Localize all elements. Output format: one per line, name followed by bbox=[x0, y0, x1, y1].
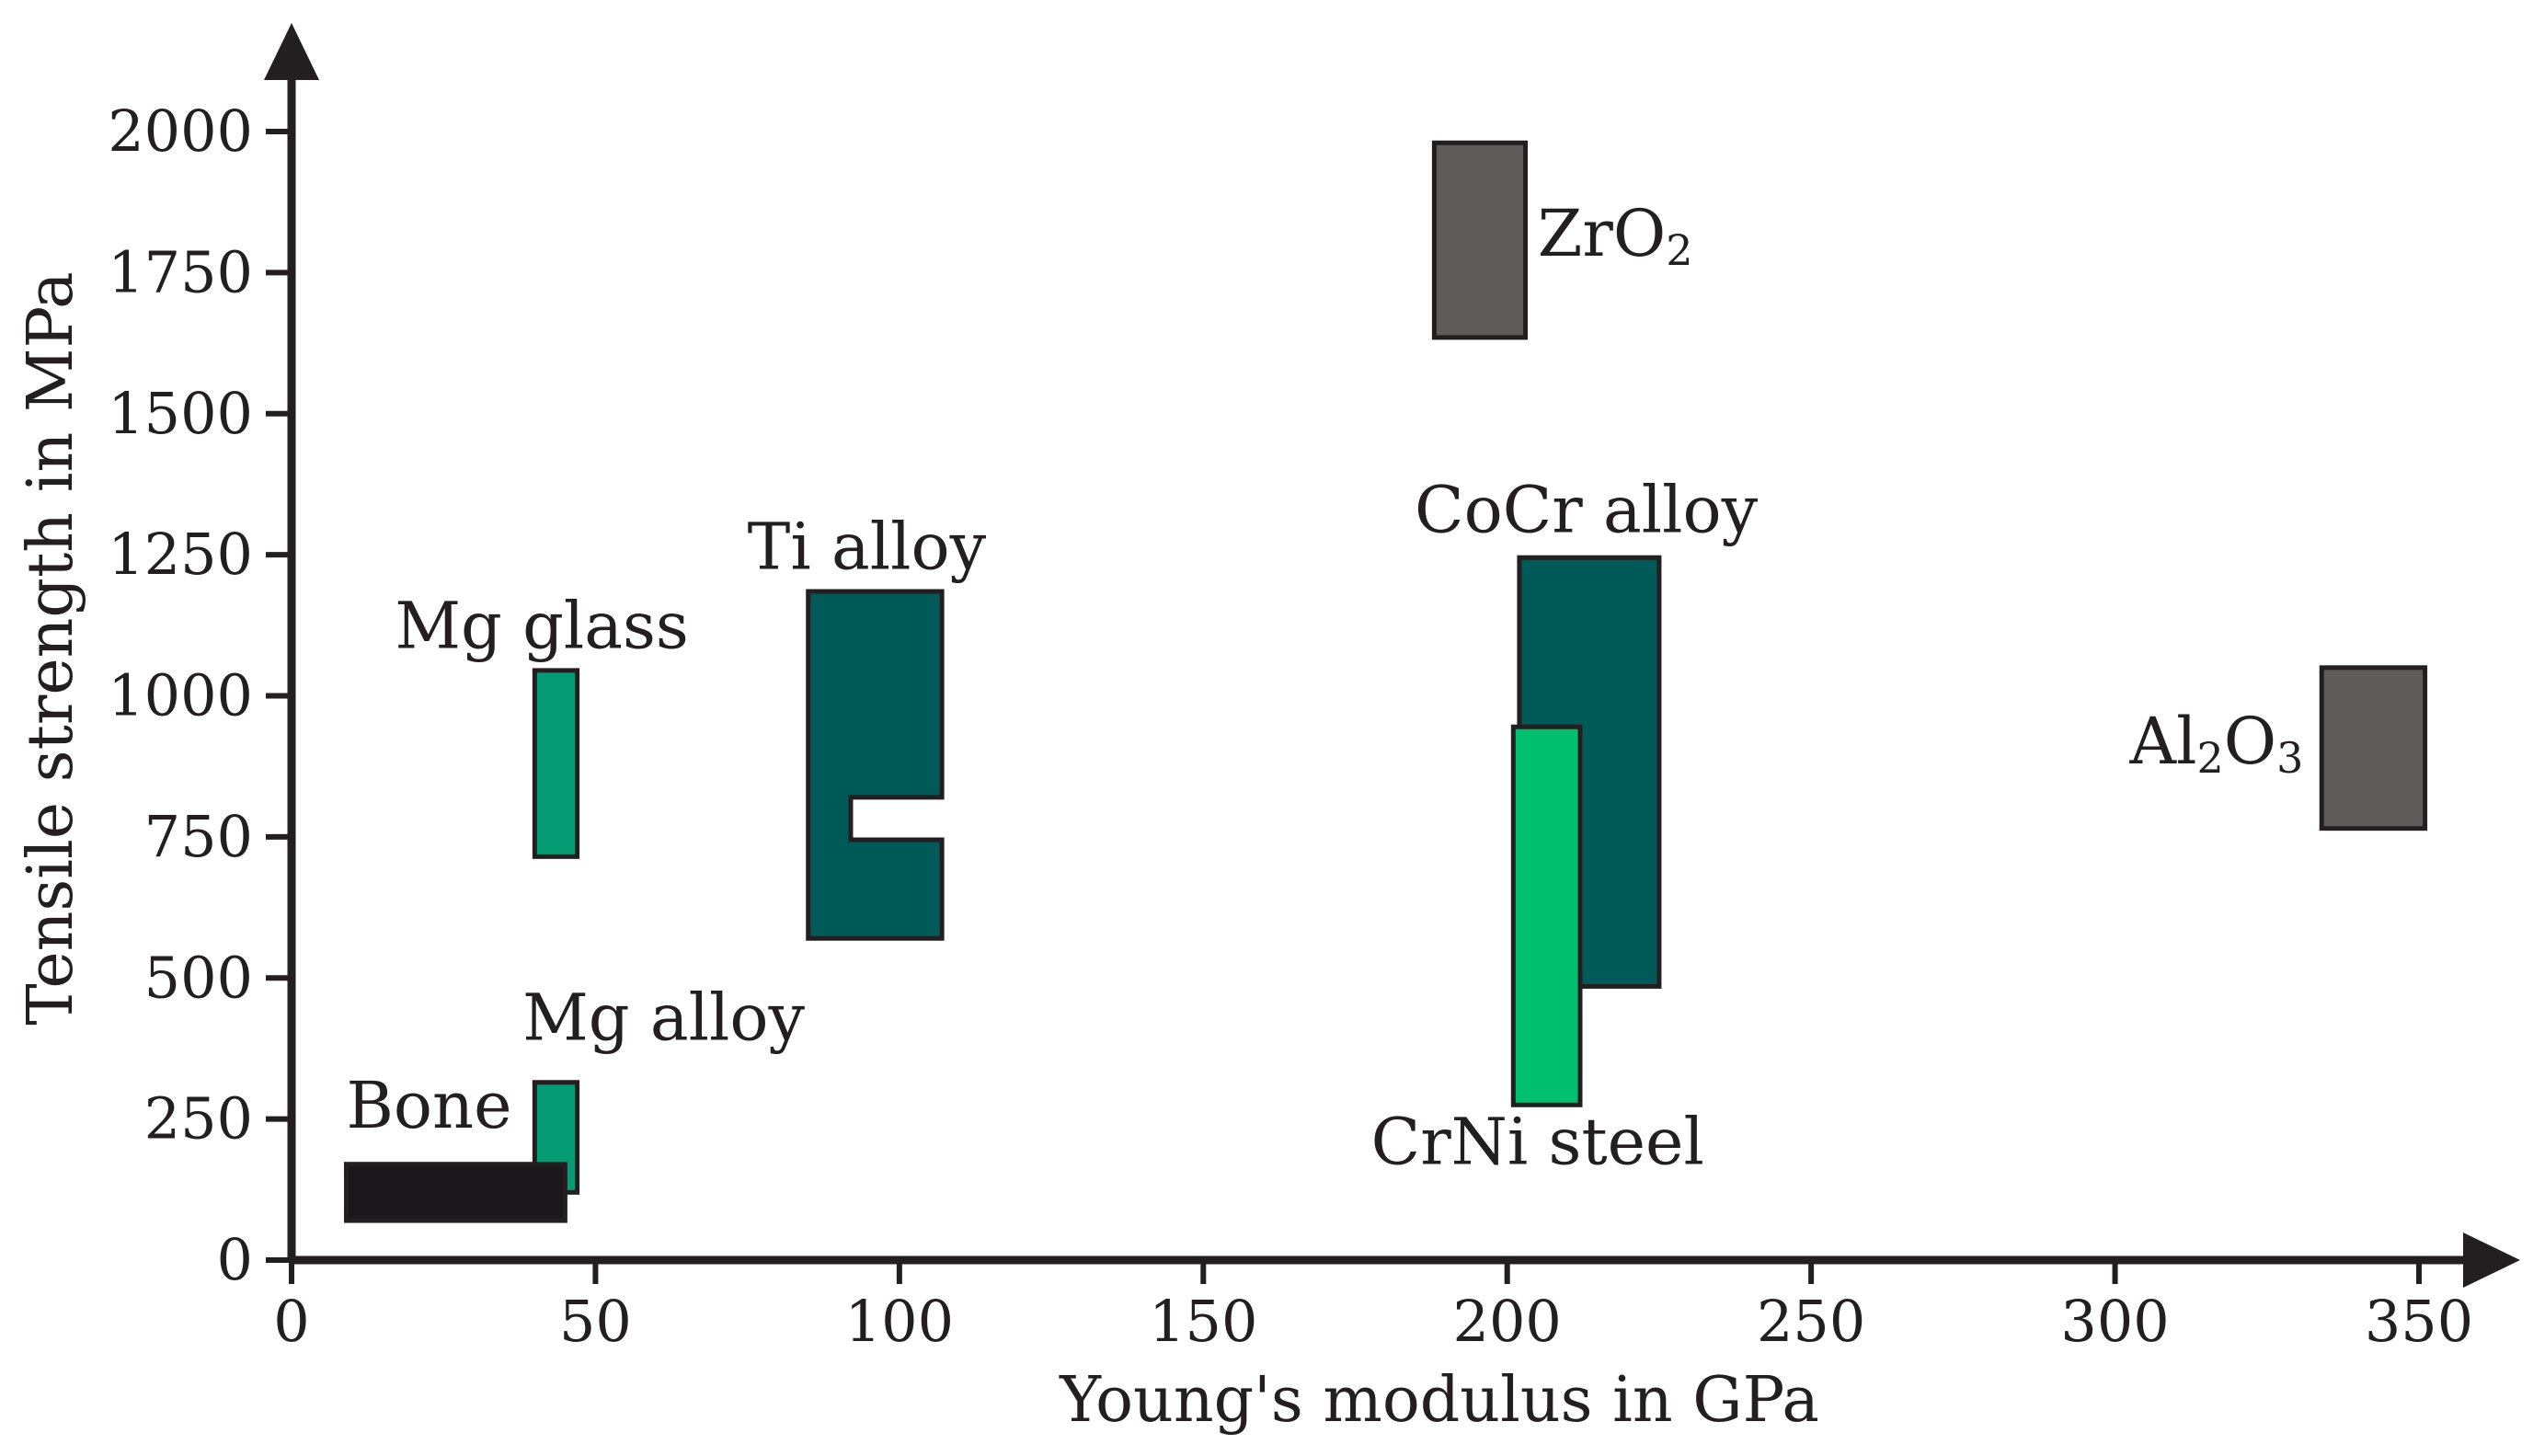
cocr-alloy-label: CoCr alloy bbox=[1415, 473, 1759, 548]
x-tick-label: 150 bbox=[1149, 1288, 1257, 1355]
y-tick-label: 1500 bbox=[108, 380, 253, 447]
mg-glass-label: Mg glass bbox=[395, 588, 689, 663]
x-tick-label: 300 bbox=[2060, 1288, 2169, 1355]
mg-alloy-label: Mg alloy bbox=[522, 980, 805, 1056]
x-tick-label: 350 bbox=[2365, 1288, 2473, 1355]
x-tick-label: 250 bbox=[1757, 1288, 1865, 1355]
axes: 0 50 100 150 200 250 300 350 0 250 500 750 1000 1250 1… bbox=[108, 23, 2520, 1355]
x-axis-title: Young's modulus in GPa bbox=[1059, 1364, 1819, 1437]
bone-label: Bone bbox=[346, 1068, 511, 1143]
al2o3-box bbox=[2319, 665, 2428, 831]
y-tick-label: 1750 bbox=[108, 238, 253, 305]
y-tick-label: 1250 bbox=[108, 521, 253, 588]
y-tick-label: 500 bbox=[144, 944, 253, 1011]
x-tick-label: 100 bbox=[845, 1288, 954, 1355]
mg-glass-box bbox=[532, 668, 580, 859]
al2o3-label: Al2O3 bbox=[2129, 704, 2304, 783]
y-tick-label: 1000 bbox=[108, 662, 253, 729]
bone-box bbox=[343, 1162, 567, 1223]
zro2-box bbox=[1431, 140, 1529, 340]
crni-steel-box bbox=[1510, 724, 1583, 1107]
ti-alloy-label: Ti alloy bbox=[748, 509, 987, 584]
x-tick-label: 50 bbox=[559, 1288, 632, 1355]
crni-steel-label: CrNi steel bbox=[1371, 1105, 1704, 1180]
y-tick-label: 2000 bbox=[108, 97, 253, 165]
x-tick-label: 0 bbox=[273, 1288, 309, 1355]
y-tick-label: 750 bbox=[144, 803, 253, 870]
y-axis-title: Tensile strength in MPa bbox=[15, 271, 87, 1025]
plot-marks bbox=[343, 140, 2428, 1223]
zro2-label: ZrO2 bbox=[1538, 196, 1693, 275]
y-axis-arrow bbox=[264, 23, 319, 80]
x-axis-arrow bbox=[2463, 1232, 2520, 1288]
y-tick-label: 0 bbox=[217, 1226, 253, 1293]
ti-alloy-box bbox=[806, 589, 945, 941]
y-tick-label: 250 bbox=[144, 1085, 253, 1152]
x-tick-label: 200 bbox=[1453, 1288, 1562, 1355]
